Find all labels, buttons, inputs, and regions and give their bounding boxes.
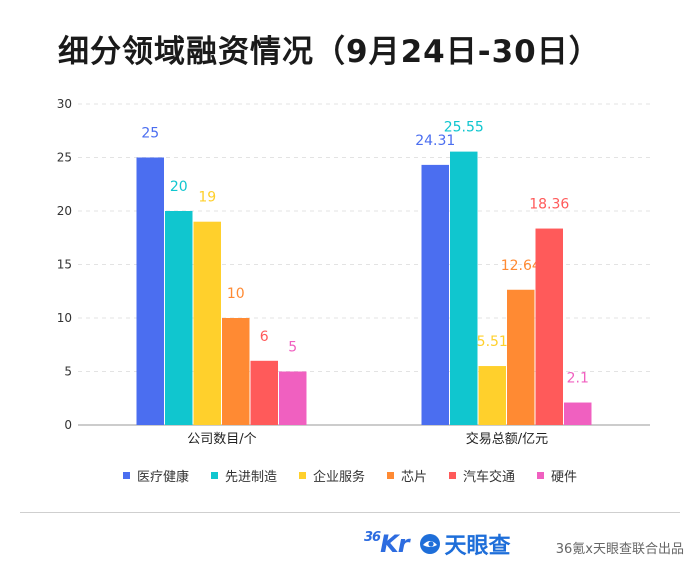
bar-医疗健康 — [136, 157, 164, 425]
bar-芯片 — [507, 289, 535, 425]
legend-swatch — [387, 472, 394, 479]
bar-企业服务 — [193, 221, 221, 425]
x-category-label: 交易总额/亿元 — [466, 431, 548, 447]
y-tick-label: 15 — [57, 258, 72, 272]
bar-先进制造 — [450, 151, 478, 426]
bar-芯片 — [222, 318, 250, 425]
bar-硬件 — [279, 371, 307, 425]
data-label: 24.31 — [415, 133, 455, 149]
data-label: 25 — [141, 126, 159, 142]
data-label: 18.36 — [529, 197, 569, 213]
data-label: 12.64 — [501, 258, 541, 274]
legend-item: 先进制造 — [210, 466, 277, 485]
chart-legend: 医疗健康 先进制造 企业服务 芯片 汽车交通 硬件 — [0, 466, 700, 485]
logo-36kr-sup: 36 — [364, 530, 381, 545]
data-label: 19 — [198, 190, 216, 206]
logo-tianyancha-text: 天眼查 — [444, 534, 511, 559]
legend-label: 医疗健康 — [136, 470, 189, 485]
legend-item: 医疗健康 — [122, 466, 189, 485]
data-label: 6 — [260, 329, 269, 345]
y-tick-label: 20 — [57, 204, 72, 218]
y-tick-label: 25 — [57, 151, 72, 165]
logo-36kr: 36Kr — [364, 530, 410, 558]
data-label: 20 — [170, 179, 188, 195]
legend-label: 汽车交通 — [463, 470, 516, 485]
legend-swatch — [298, 472, 306, 479]
legend-item: 汽车交通 — [449, 466, 515, 485]
x-category-label: 公司数目/个 — [187, 432, 256, 447]
data-label: 5 — [288, 340, 297, 356]
data-label: 25.55 — [444, 120, 484, 136]
bar-汽车交通 — [250, 360, 278, 425]
legend-label: 先进制造 — [224, 470, 277, 485]
logo-36kr-text: Kr — [380, 530, 409, 558]
legend-item: 芯片 — [387, 466, 427, 485]
data-label: 2.1 — [567, 371, 589, 387]
legend-label: 芯片 — [401, 470, 428, 485]
footer-divider — [20, 512, 680, 513]
legend-label: 企业服务 — [312, 470, 365, 485]
legend-swatch — [449, 472, 457, 479]
footer-logos: 36Kr 天眼查 — [364, 527, 511, 561]
legend-swatch — [537, 472, 545, 479]
y-tick-label: 0 — [64, 418, 72, 432]
bar-企业服务 — [478, 366, 506, 425]
bar-医疗健康 — [421, 164, 449, 425]
legend-item: 硬件 — [537, 466, 577, 485]
legend-item: 企业服务 — [298, 466, 365, 485]
y-tick-label: 30 — [57, 97, 72, 111]
data-label: 10 — [227, 286, 245, 302]
bar-先进制造 — [165, 211, 193, 425]
footer-credit: 36氪x天眼查联合出品 — [555, 542, 684, 557]
logo-tianyancha: 天眼查 — [419, 528, 511, 560]
tianyancha-eye-icon — [419, 534, 440, 554]
bar-汽车交通 — [535, 228, 563, 425]
y-tick-label: 10 — [57, 311, 72, 325]
bar-硬件 — [564, 402, 592, 425]
legend-swatch — [210, 472, 218, 479]
data-label: 5.51 — [477, 334, 508, 350]
chart-title: 细分领域融资情况（9月24日-30日） — [58, 34, 601, 70]
legend-swatch — [122, 472, 130, 479]
legend-label: 硬件 — [551, 470, 578, 485]
y-tick-label: 5 — [64, 365, 72, 379]
